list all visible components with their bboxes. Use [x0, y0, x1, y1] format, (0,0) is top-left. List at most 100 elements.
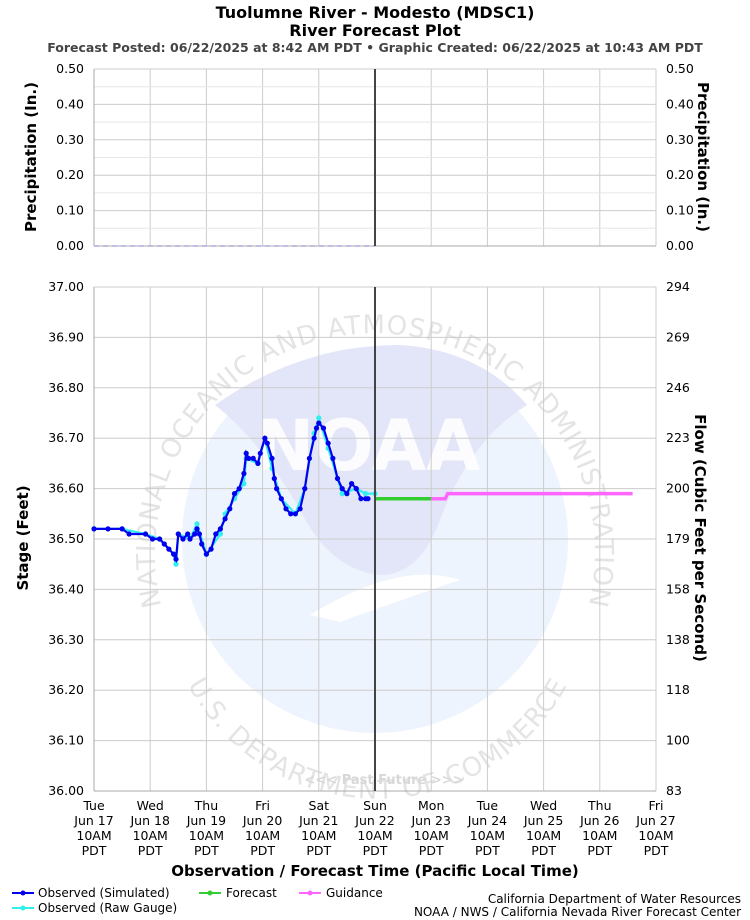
- observed-simulated-point: [192, 531, 198, 537]
- x-tick-label: PDT: [306, 843, 331, 858]
- observed-simulated-point: [250, 455, 256, 461]
- legend-item-forecast[interactable]: Forecast: [199, 886, 277, 900]
- stage-ytick-left: 36.40: [48, 581, 84, 596]
- flow-ytick-right: 179: [666, 531, 690, 546]
- observed-simulated-point: [325, 440, 331, 446]
- flow-ytick-right: 118: [666, 682, 690, 697]
- precip-ylabel-right: Precipitation (In.): [694, 82, 712, 232]
- noaa-wave-shape: [310, 574, 460, 622]
- noaa-logo-text: NOAA: [256, 405, 481, 487]
- x-axis-label: Observation / Forecast Time (Pacific Loc…: [171, 862, 578, 880]
- observed-simulated-point: [157, 536, 163, 542]
- observed-simulated-point: [320, 425, 327, 431]
- noaa-bird-shape: [215, 345, 527, 575]
- observed-simulated-point: [213, 531, 219, 537]
- x-tick-label: PDT: [138, 843, 163, 858]
- stage-y-ticks: 36.00 83 36.10 100 36.20 118 36.30 138 36.40 158 3…: [48, 279, 690, 798]
- observed-simulated-point: [241, 470, 247, 477]
- legend: Observed (Simulated) Observed (Raw Gauge…: [12, 886, 383, 915]
- observed-simulated-point: [199, 541, 205, 547]
- legend-item-observed-raw[interactable]: Observed (Raw Gauge): [12, 901, 177, 915]
- x-tick-label: 10AM: [414, 828, 449, 843]
- observed-simulated-point: [255, 460, 261, 466]
- precip-y-ticks: 0.00 0.00 0.10 0.10 0.20 0.20 0.30 0.30 0.40 0.40…: [56, 61, 694, 253]
- observed-simulated-point: [257, 450, 263, 456]
- stage-ylabel-left: Stage (Feet): [14, 485, 32, 590]
- flow-ytick-right: 100: [666, 733, 690, 748]
- observed-simulated-point: [271, 475, 277, 482]
- observed-simulated-point: [185, 531, 191, 537]
- legend-marker-observed-sim: [20, 890, 26, 896]
- x-tick-label: Jun 22: [354, 813, 394, 828]
- stage-ytick-left: 36.60: [48, 481, 84, 496]
- x-tick-label: PDT: [250, 843, 275, 858]
- observed-simulated-point: [339, 486, 345, 492]
- observed-simulated-point: [171, 551, 177, 557]
- observed-simulated-point: [246, 455, 252, 461]
- precip-ytick-left: 0.00: [56, 238, 84, 253]
- observed-simulated-point: [349, 481, 355, 487]
- x-tick-label: Sat: [309, 798, 330, 813]
- precip-ytick-right: 0.20: [666, 167, 694, 182]
- x-tick-label: 10AM: [357, 828, 392, 843]
- observed-simulated-point: [149, 536, 156, 542]
- x-tick-label: 10AM: [638, 828, 673, 843]
- observed-simulated-point: [283, 506, 289, 512]
- stage-grid: [93, 286, 657, 792]
- observed-simulated-point: [306, 455, 312, 461]
- series-layer: [91, 245, 633, 567]
- observed-simulated-point: [227, 506, 233, 512]
- x-tick-label: Wed: [137, 798, 164, 813]
- observed-raw-gauge-point: [173, 561, 179, 567]
- observed-raw-gauge-point: [241, 481, 247, 487]
- precip-ytick-left: 0.10: [56, 203, 84, 218]
- legend-item-guidance[interactable]: Guidance: [299, 886, 383, 900]
- legend-label-observed-raw: Observed (Raw Gauge): [38, 901, 177, 915]
- x-tick-label: Wed: [530, 798, 557, 813]
- observed-simulated-point: [208, 546, 214, 552]
- x-tick-label: PDT: [644, 843, 669, 858]
- observed-raw-gauge-point: [217, 531, 223, 537]
- x-tick-label: PDT: [531, 843, 556, 858]
- observed-simulated-point: [334, 475, 341, 482]
- stage-ytick-left: 37.00: [48, 279, 84, 294]
- observed-simulated-point: [180, 536, 186, 542]
- legend-label-forecast: Forecast: [226, 886, 277, 900]
- legend-label-observed-sim: Observed (Simulated): [38, 886, 170, 900]
- x-tick-label: 10AM: [582, 828, 617, 843]
- observed-simulated-point: [292, 511, 298, 517]
- x-tick-label: Jun 18: [129, 813, 169, 828]
- observed-simulated-point: [344, 491, 350, 497]
- observed-simulated-point: [297, 506, 303, 512]
- x-tick-label: Fri: [255, 798, 270, 813]
- x-tick-label: 10AM: [133, 828, 168, 843]
- observed-simulated-point: [196, 531, 202, 537]
- stage-ytick-left: 36.90: [48, 329, 84, 344]
- observed-simulated-point: [311, 435, 317, 441]
- x-tick-label: Sun: [363, 798, 387, 813]
- legend-item-observed-sim[interactable]: Observed (Simulated): [12, 886, 170, 900]
- legend-marker-forecast: [207, 890, 213, 896]
- legend-marker-guidance: [307, 890, 313, 896]
- x-tick-label: PDT: [194, 843, 219, 858]
- observed-simulated-point: [358, 496, 364, 502]
- x-tick-label: Mon: [418, 798, 444, 813]
- x-tick-label: Jun 24: [467, 813, 507, 828]
- observed-raw-gauge-point: [316, 415, 322, 421]
- observed-simulated-point: [274, 486, 280, 492]
- stage-ytick-left: 36.00: [48, 783, 84, 798]
- credit-line-1: California Department of Water Resources: [488, 892, 741, 906]
- observed-simulated-point: [187, 536, 193, 542]
- observed-simulated-point: [217, 526, 223, 532]
- observed-raw-gauge-point: [194, 521, 200, 527]
- flow-ytick-right: 269: [666, 329, 690, 344]
- observed-simulated-point: [236, 486, 242, 492]
- observed-simulated-point: [231, 491, 238, 497]
- observed-simulated-point: [166, 546, 172, 552]
- stage-ytick-left: 36.80: [48, 380, 84, 395]
- precip-ytick-right: 0.40: [666, 96, 694, 111]
- precip-ytick-left: 0.20: [56, 167, 84, 182]
- precip-ytick-left: 0.50: [56, 61, 84, 76]
- precip-ytick-left: 0.40: [56, 96, 84, 111]
